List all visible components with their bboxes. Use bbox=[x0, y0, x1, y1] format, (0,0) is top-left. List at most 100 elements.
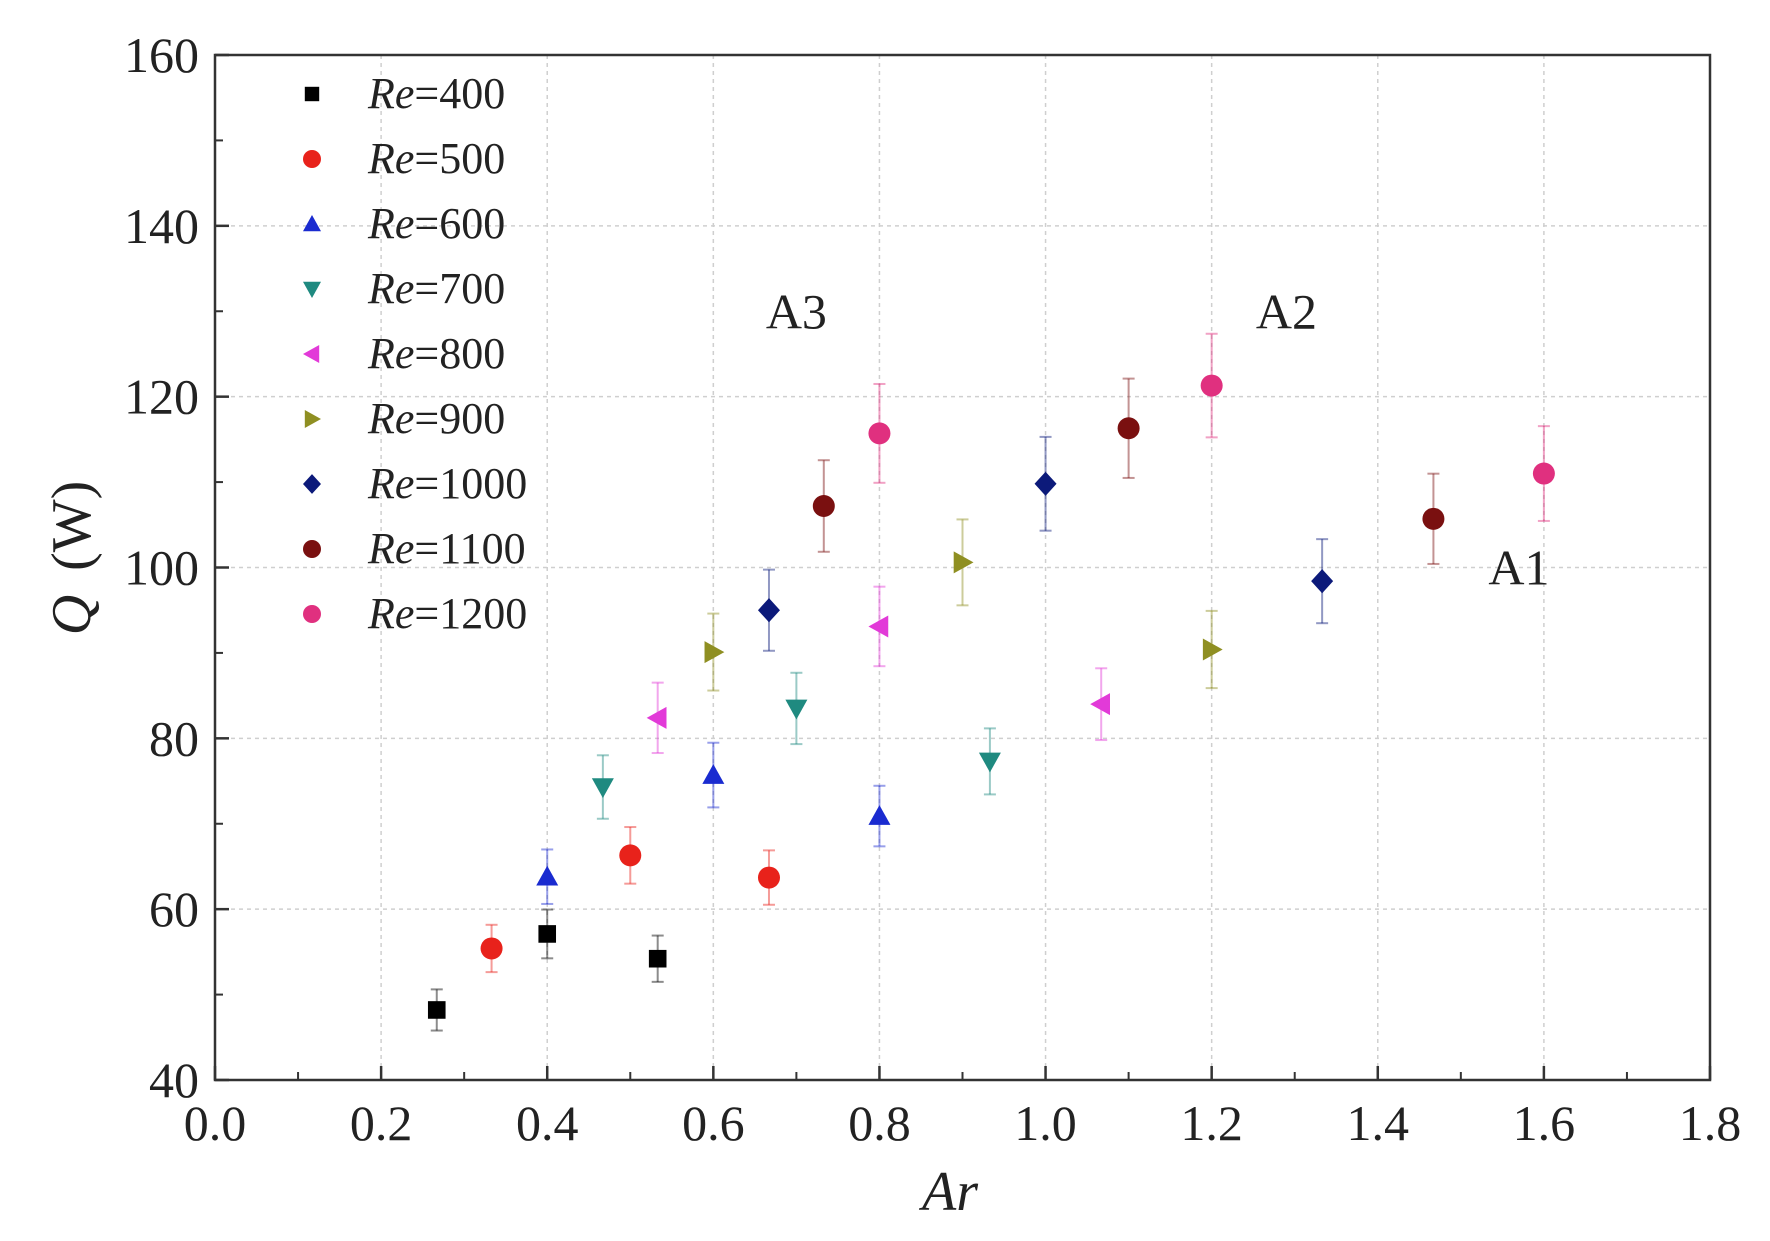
legend-label-value: =600 bbox=[414, 199, 505, 248]
data-point-re-900 bbox=[1202, 638, 1223, 661]
legend-label-symbol: Re bbox=[367, 329, 414, 378]
data-point-re-600 bbox=[868, 805, 891, 825]
x-tick-label: 1.6 bbox=[1513, 1095, 1576, 1151]
x-axis-title: Ar bbox=[918, 1161, 978, 1223]
legend-item: Re=500 bbox=[303, 134, 505, 183]
data-point-re-1000 bbox=[757, 598, 780, 623]
data-point-re-800 bbox=[646, 706, 667, 729]
data-point-re-400 bbox=[427, 1001, 446, 1019]
legend-label-value: =700 bbox=[414, 264, 505, 313]
legend-label-symbol: Re bbox=[367, 589, 414, 638]
legend-label: Re=400 bbox=[367, 69, 505, 118]
x-tick-label: 1.0 bbox=[1014, 1095, 1077, 1151]
legend-marker bbox=[303, 215, 321, 232]
x-tick-label: 0.8 bbox=[848, 1095, 911, 1151]
annotation-label: A3 bbox=[766, 283, 827, 339]
x-tick-label: 1.4 bbox=[1347, 1095, 1410, 1151]
y-tick-label: 80 bbox=[149, 710, 199, 766]
error-bars bbox=[430, 332, 1550, 1032]
legend-item: Re=1100 bbox=[303, 524, 526, 573]
y-tick-label: 140 bbox=[124, 198, 199, 254]
legend-marker bbox=[303, 345, 320, 363]
data-point-re-1100 bbox=[812, 495, 835, 517]
data-point-re-700 bbox=[591, 778, 614, 799]
legend-item: Re=900 bbox=[304, 394, 505, 443]
data-point-re-400 bbox=[538, 925, 557, 943]
legend-label-symbol: Re bbox=[367, 394, 414, 443]
data-point-re-1100 bbox=[1422, 507, 1445, 530]
data-point-re-700 bbox=[785, 699, 808, 720]
x-tick-label: 0.6 bbox=[682, 1095, 745, 1151]
data-point-re-1100 bbox=[1117, 417, 1140, 440]
legend-item: Re=700 bbox=[303, 264, 505, 313]
x-tick-label: 0.2 bbox=[350, 1095, 413, 1151]
annotation-label: A2 bbox=[1256, 283, 1317, 339]
data-point-re-800 bbox=[1090, 693, 1111, 716]
data-point-re-1200 bbox=[1532, 462, 1555, 485]
x-tick-label: 1.2 bbox=[1180, 1095, 1243, 1151]
legend-label: Re=1200 bbox=[367, 589, 527, 638]
data-point-re-1200 bbox=[1200, 374, 1223, 397]
data-point-re-600 bbox=[536, 865, 559, 886]
legend-item: Re=600 bbox=[303, 199, 505, 248]
y-axis-unit: (W) bbox=[41, 481, 103, 571]
legend-label-value: =1200 bbox=[414, 589, 527, 638]
legend-label: Re=800 bbox=[367, 329, 505, 378]
y-tick-label: 100 bbox=[124, 540, 199, 596]
data-point-re-500 bbox=[757, 866, 780, 889]
tick-labels: 0.0 0.2 0.4 0.6 0.8 1.0 1.2 1.4 1.6 1.8 40 60 80 100 1… bbox=[124, 27, 1741, 1151]
legend-marker bbox=[303, 474, 321, 494]
data-point-re-500 bbox=[480, 937, 503, 960]
legend-label-symbol: Re bbox=[367, 134, 414, 183]
data-point-re-900 bbox=[953, 551, 974, 574]
data-point-re-1000 bbox=[1034, 471, 1057, 496]
x-tick-label: 0.0 bbox=[184, 1095, 247, 1151]
legend-label-symbol: Re bbox=[367, 524, 414, 573]
legend-label-symbol: Re bbox=[367, 264, 414, 313]
x-tick-label: 1.8 bbox=[1679, 1095, 1742, 1151]
legend-item: Re=400 bbox=[304, 69, 505, 118]
legend-marker bbox=[303, 605, 321, 623]
legend-marker bbox=[303, 281, 321, 298]
legend-item: Re=1200 bbox=[303, 589, 527, 638]
legend-marker bbox=[303, 540, 321, 558]
data-point-re-700 bbox=[978, 752, 1001, 773]
legend-label: Re=500 bbox=[367, 134, 505, 183]
legend-label: Re=1100 bbox=[367, 524, 526, 573]
annotations: A3 A2 A1 bbox=[766, 283, 1550, 595]
legend-item: Re=800 bbox=[303, 329, 505, 378]
legend-label-symbol: Re bbox=[367, 69, 414, 118]
legend-label-symbol: Re bbox=[367, 199, 414, 248]
y-tick-label: 160 bbox=[124, 27, 199, 83]
data-points bbox=[427, 374, 1555, 1019]
data-point-re-400 bbox=[648, 949, 667, 968]
legend-label-value: =1100 bbox=[414, 524, 525, 573]
y-tick-label: 60 bbox=[149, 881, 199, 937]
data-point-re-900 bbox=[704, 641, 725, 664]
grid-lines bbox=[215, 55, 1710, 1080]
data-point-re-1000 bbox=[1311, 569, 1334, 594]
legend-marker bbox=[304, 410, 321, 428]
data-point-re-800 bbox=[868, 615, 889, 638]
x-tick-label: 0.4 bbox=[516, 1095, 579, 1151]
legend-marker bbox=[304, 86, 320, 102]
y-tick-label: 40 bbox=[149, 1052, 199, 1108]
y-tick-label: 120 bbox=[124, 369, 199, 425]
legend-label: Re=600 bbox=[367, 199, 505, 248]
y-axis-symbol: Q bbox=[41, 595, 103, 635]
axis-ticks bbox=[213, 53, 1712, 1082]
legend-label-value: =800 bbox=[414, 329, 505, 378]
legend: Re=400Re=500Re=600Re=700Re=800Re=900Re=1… bbox=[303, 69, 527, 638]
legend-label-value: =400 bbox=[414, 69, 505, 118]
data-point-re-600 bbox=[702, 764, 725, 784]
legend-label-value: =500 bbox=[414, 134, 505, 183]
legend-label: Re=1000 bbox=[367, 459, 527, 508]
annotation-label: A1 bbox=[1488, 540, 1549, 596]
data-point-re-500 bbox=[619, 844, 642, 867]
legend-label-value: =900 bbox=[414, 394, 505, 443]
legend-label: Re=700 bbox=[367, 264, 505, 313]
legend-label-value: =1000 bbox=[414, 459, 527, 508]
legend-marker bbox=[303, 150, 321, 168]
legend-label-symbol: Re bbox=[367, 459, 414, 508]
